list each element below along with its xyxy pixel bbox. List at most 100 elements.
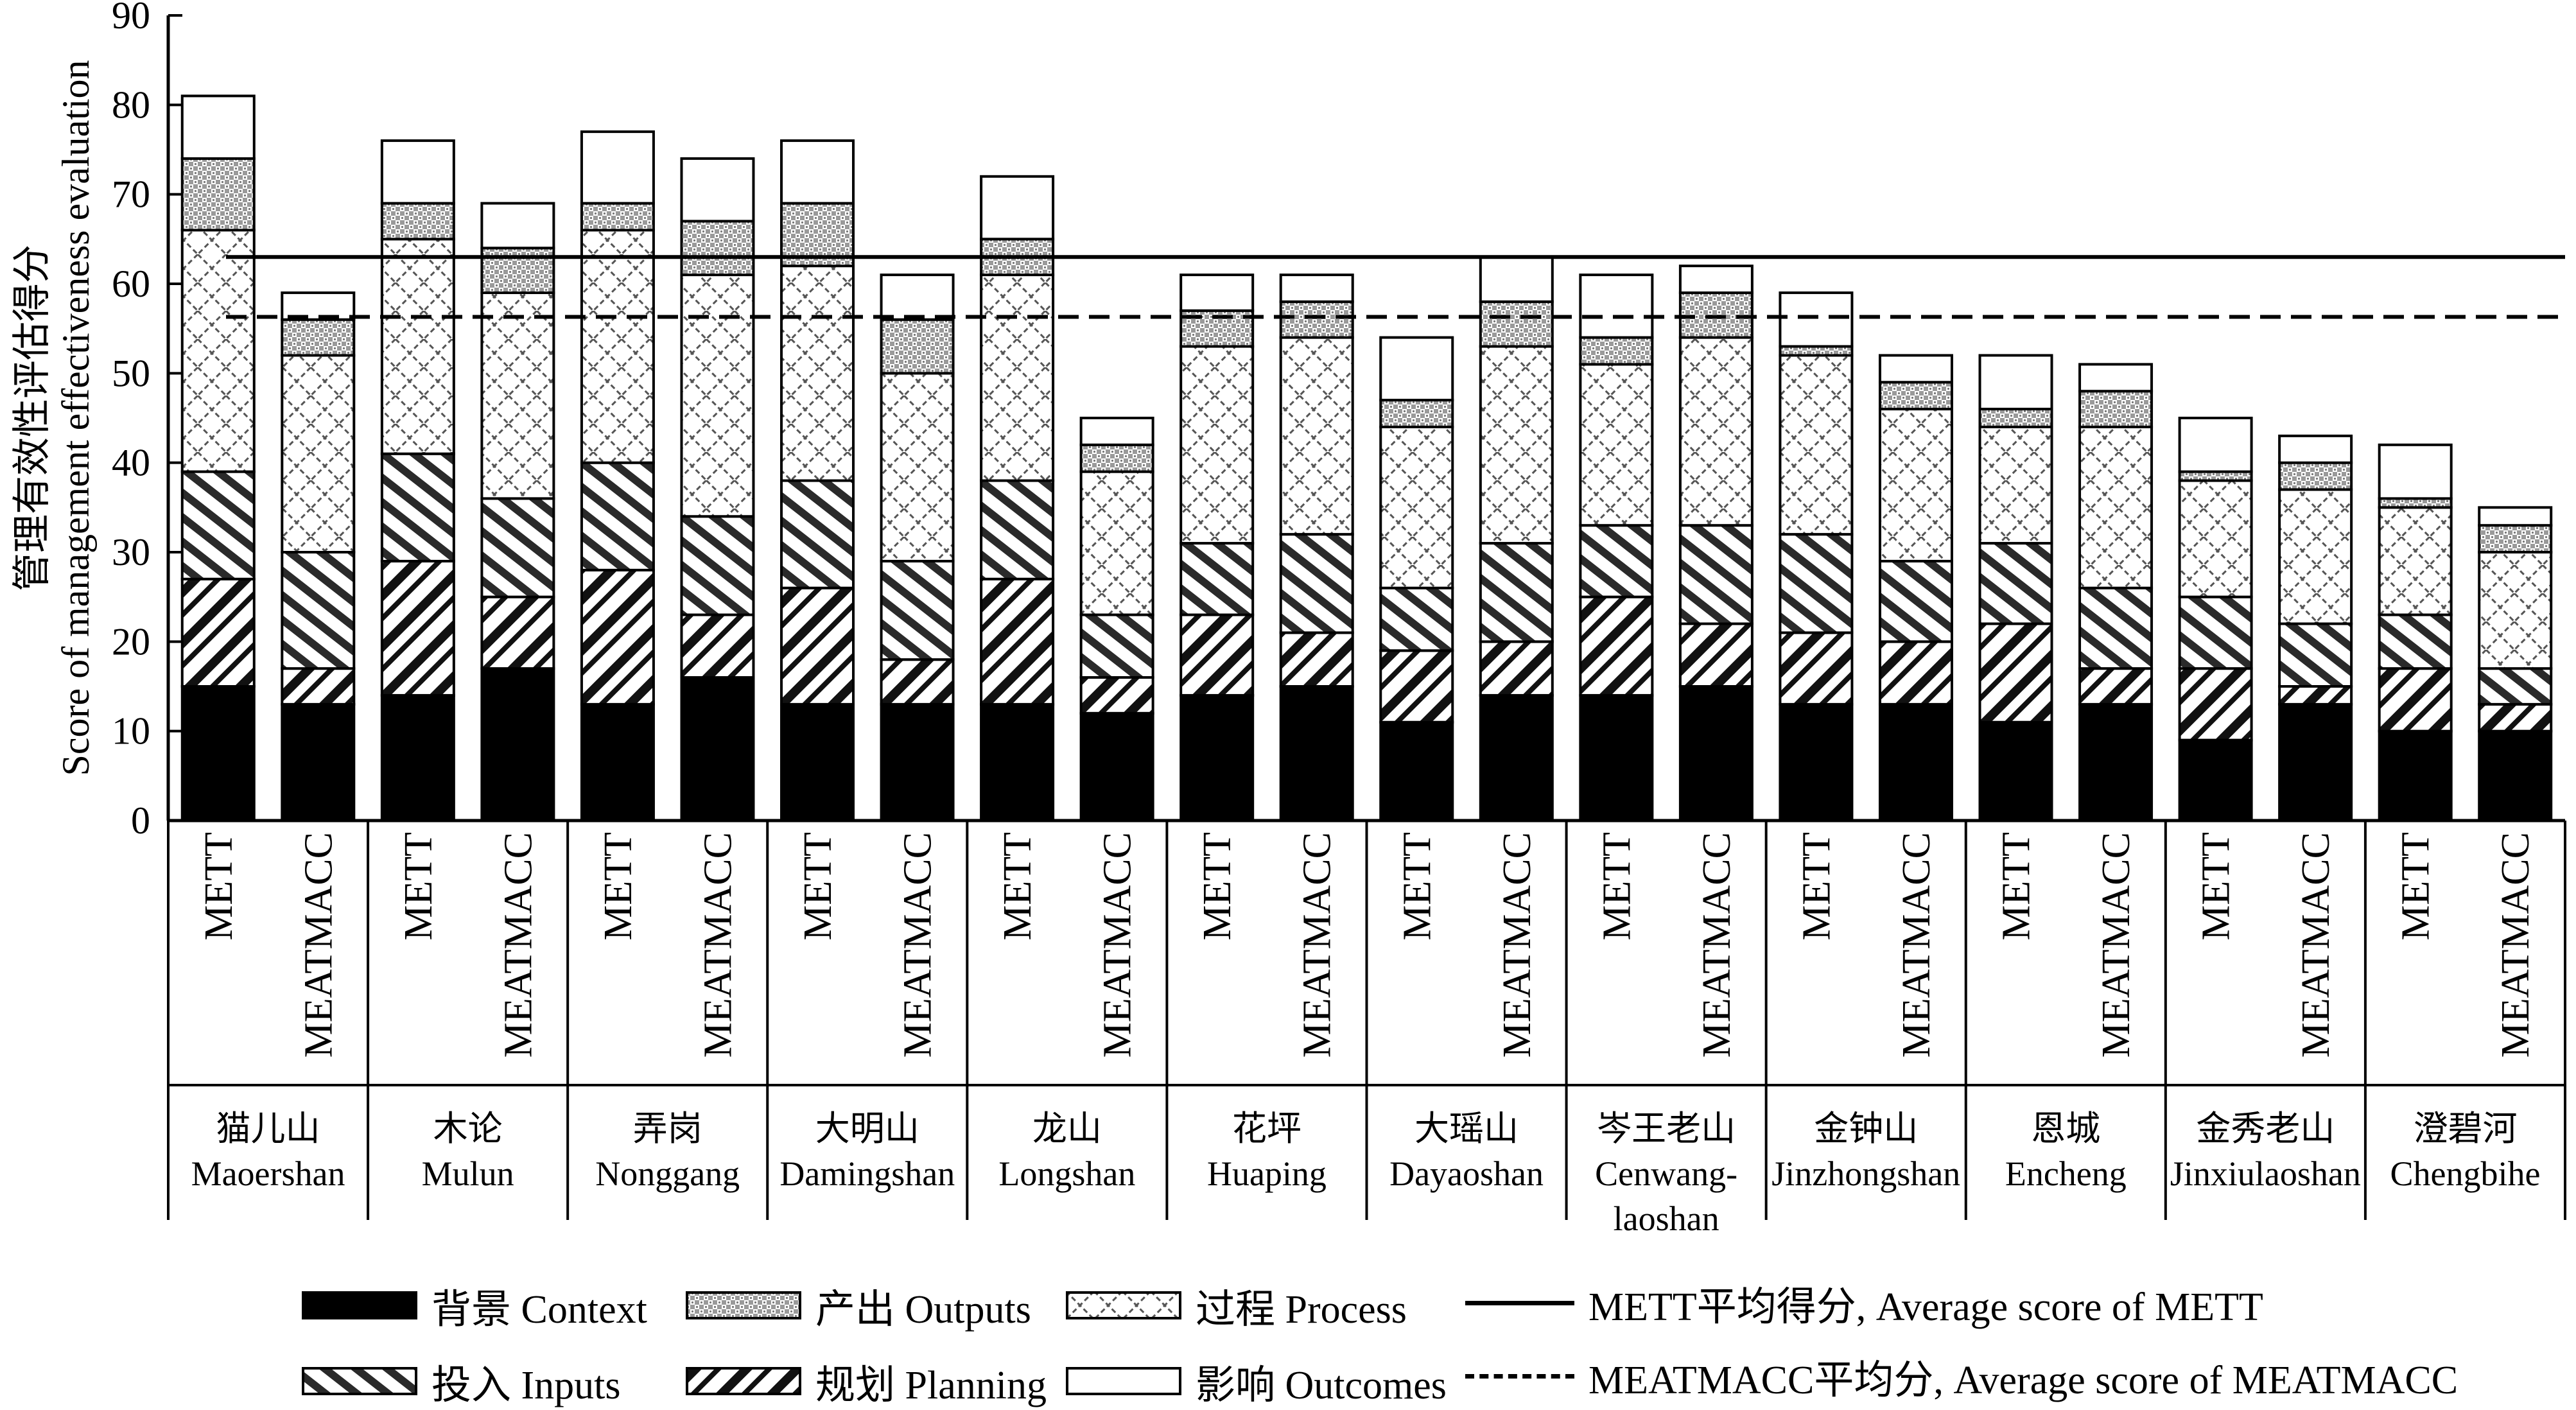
reserve-name-en: Mulun [422,1154,514,1193]
y-tick-label: 40 [112,442,150,484]
bar-segment-process [2278,488,2353,625]
reserve-name-cn: 木论 [433,1108,503,1149]
reserve-name-en: Encheng [2005,1154,2127,1193]
bar-segment-inputs [2078,586,2154,670]
y-axis-title-cn: 管理有效性评估得分 [10,245,55,591]
bar-segment-process [980,274,1055,482]
bar-segment-planning [1678,622,1754,688]
x-tick-label-tool: MEATMACC [896,832,940,1058]
bar-segment-outcomes [380,139,455,205]
bar-segment-inputs [580,461,655,571]
bar-segment-solid [1779,702,1854,823]
bar-segment-planning [880,658,955,706]
bar-segment-planning [1479,640,1554,697]
bar-segment-solid [2178,738,2253,822]
bar-segment-outputs [580,202,655,232]
bar-segment-planning [1279,631,1354,688]
bar-segment-inputs [1079,613,1154,679]
reserve-name-en: Maoershan [191,1154,345,1193]
bar-segment-process [880,372,955,562]
bar-segment-solid [2478,729,2553,822]
bar-segment-process [1379,425,1454,589]
bar-segment-process [1179,345,1255,545]
bar-segment-outcomes [1779,291,1854,348]
bar-segment-outputs [1579,336,1654,366]
bar-segment-inputs [1479,542,1554,643]
bar-segment-inputs [281,551,356,670]
reserve-name-cn: 金钟山 [1814,1108,1918,1149]
x-tick-label-tool: METT [996,832,1040,941]
bar-segment-process [780,265,855,482]
bar-segment-outputs [380,202,455,241]
bar-segment-inputs [780,479,855,589]
bar-segment-process [1479,345,1554,545]
reserve-name-cn: 澄碧河 [2413,1108,2517,1149]
y-tick-label: 20 [112,620,150,663]
bar-segment-process [2478,551,2553,670]
reserve-name-en: Jinzhongshan [1771,1154,1960,1193]
bar-segment-process [580,229,655,464]
bar-segment-process [180,229,256,473]
x-tick-label-tool: MEATMACC [2294,832,2338,1058]
bar-segment-outcomes [2278,434,2353,464]
reserve-name-en: Longshan [998,1154,1135,1193]
bar-segment-outputs [1479,300,1554,348]
y-tick-label: 30 [112,531,150,573]
x-tick-label-tool: METT [1995,832,2039,941]
bar-segment-solid [1678,685,1754,822]
reserve-name-cn: 大瑶山 [1414,1108,1519,1149]
bar-segment-outcomes [2178,417,2253,473]
bar-segment-solid [281,702,356,823]
y-tick-label: 0 [131,799,150,842]
bar-segment-inputs [1678,524,1754,625]
bar-segment-outputs [880,318,955,375]
bar-segment-outcomes [880,274,955,321]
reserve-name-en: Nonggang [595,1154,740,1193]
x-tick-label-tool: MEATMACC [1695,832,1739,1058]
y-tick-label: 90 [112,0,150,37]
bar-segment-planning [380,559,455,697]
bar-segment-solid [1978,720,2053,822]
bar-segment-outcomes [1579,274,1654,339]
bar-segment-inputs [880,559,955,661]
bar-segment-solid [1479,693,1554,823]
bar-segment-inputs [980,479,1055,580]
x-tick-label-tool: METT [596,832,640,941]
y-tick-label: 60 [112,263,150,305]
bar-segment-outputs [1779,345,1854,357]
bar-segment-outputs [2278,461,2353,491]
bar-segment-outcomes [1179,274,1255,312]
bar-segment-outcomes [180,94,256,160]
y-tick-label: 10 [112,710,150,753]
bar-segment-inputs [1779,533,1854,634]
bar-segment-planning [2378,667,2453,733]
reserve-name-en: Jinxiulaoshan [2170,1154,2361,1193]
bar-segment-outcomes [2378,443,2453,500]
bar-segment-solid [1579,693,1654,823]
bar-segment-solid [2278,702,2353,823]
bar-segment-outcomes [2478,506,2553,527]
y-tick-label: 70 [112,173,150,216]
bar-segment-inputs [2178,595,2253,670]
bar-segment-planning [2178,667,2253,742]
bar-segment-outcomes [1978,354,2053,411]
bar-segment-outputs [2478,524,2553,554]
bar-segment-process [480,291,555,500]
bar-segment-solid [980,702,1055,823]
x-tick-label-tool: MEATMACC [1495,832,1539,1058]
x-tick-label-tool: METT [1395,832,1439,941]
bar-segment-inputs [1179,542,1255,616]
bar-segment-outputs [1279,300,1354,339]
bar-segment-process [1678,336,1754,527]
x-tick-label-tool: METT [2195,832,2238,941]
bar-segment-process [281,354,356,553]
bar-segment-planning [1079,676,1154,715]
bar-segment-planning [480,595,555,670]
bar-segment-outcomes [680,157,755,223]
bar-segment-planning [281,667,356,706]
bar-segment-process [1579,363,1654,527]
bar-segment-solid [2078,702,2154,823]
bar-segment-planning [1179,613,1255,697]
bar-segment-planning [580,568,655,706]
